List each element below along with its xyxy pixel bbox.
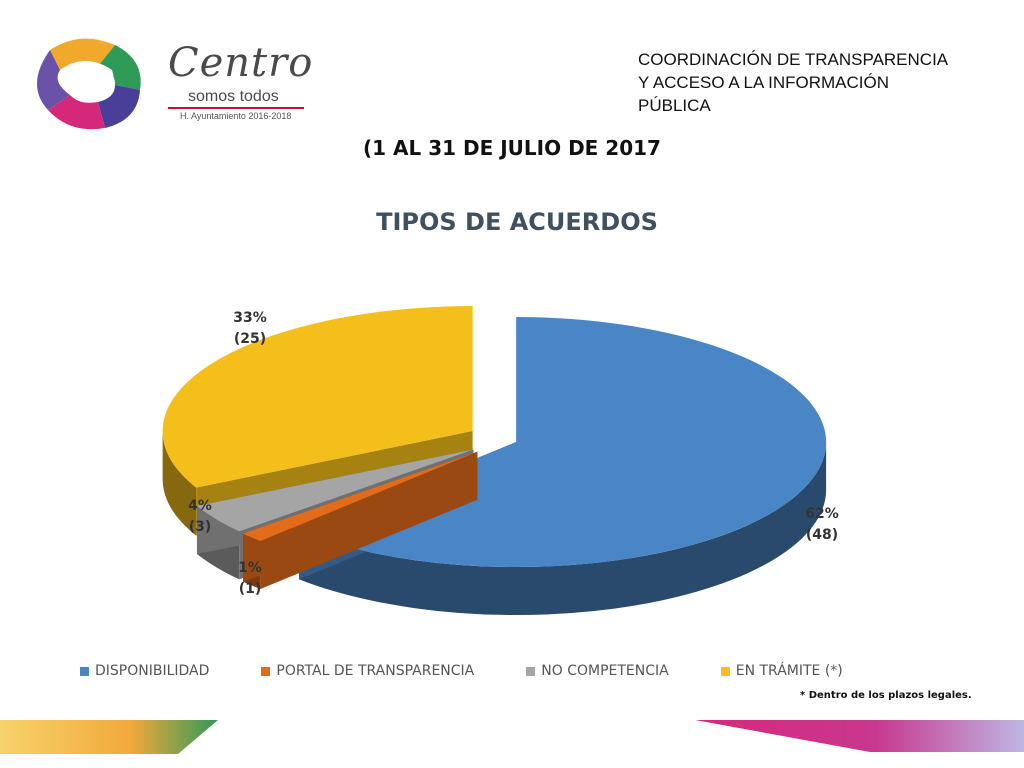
data-label-count: (3) (189, 519, 212, 535)
brand-tagline: somos todos (188, 88, 279, 105)
data-label-count: (25) (234, 331, 266, 347)
pie-slice-top (243, 451, 478, 542)
brand-divider (168, 107, 304, 109)
centro-emblem-icon (36, 38, 141, 130)
legend-label: EN TRÁMITE (*) (735, 663, 843, 679)
data-label-percent: 1% (238, 560, 262, 576)
footer-band-left (0, 720, 218, 754)
footer-band-right (695, 720, 1024, 752)
data-label-percent: 62% (805, 506, 839, 522)
brand-subtitle: H. Ayuntamiento 2016-2018 (180, 111, 292, 121)
pie-slice-portal-de-transparencia (243, 451, 478, 590)
pie-slice-top (196, 449, 474, 532)
data-label-percent: 4% (188, 498, 212, 514)
footnote: * Dentro de los plazos legales. (800, 690, 972, 701)
legend-label: DISPONIBILIDAD (95, 663, 210, 679)
organization-line-3: PÚBLICA (638, 96, 711, 115)
organization-line-2: Y ACCESO A LA INFORMACIÓN (638, 73, 889, 92)
legend-swatch (526, 666, 536, 676)
brand-name: Centro (168, 40, 314, 86)
data-label-count: (1) (239, 581, 262, 597)
legend-item-portal: PORTAL DE TRANSPARENCIA (261, 663, 474, 679)
legend-item-no-competencia: NO COMPETENCIA (526, 663, 669, 679)
organization-line-1: COORDINACIÓN DE TRANSPARENCIA (638, 50, 949, 69)
report-period: (1 AL 31 DE JULIO DE 2017 (363, 136, 661, 160)
pie-chart: 62% (48) 1% (1) 4% (3) 33% (25) (162, 306, 839, 616)
chart-legend: DISPONIBILIDAD PORTAL DE TRANSPARENCIA N… (80, 663, 980, 679)
pie-slice-wall (243, 451, 478, 582)
legend-item-en-tramite: EN TRÁMITE (*) (720, 663, 843, 679)
legend-swatch (720, 666, 730, 676)
chart-title: TIPOS DE ACUERDOS (376, 208, 658, 236)
pie-slice-side (299, 442, 827, 616)
pie-slice-top (162, 306, 473, 488)
pie-slice-side (162, 431, 197, 536)
organization-name: COORDINACIÓN DE TRANSPARENCIA Y ACCESO A… (638, 48, 1008, 117)
legend-swatch (80, 666, 89, 676)
data-label-percent: 33% (233, 310, 267, 326)
legend-item-disponibilidad: DISPONIBILIDAD (80, 663, 209, 679)
footer-decoration (0, 720, 1024, 754)
legend-label: NO COMPETENCIA (541, 663, 669, 679)
legend-swatch (261, 666, 271, 676)
centro-logo: Centro somos todos H. Ayuntamiento 2016-… (20, 30, 320, 130)
legend-label: PORTAL DE TRANSPARENCIA (276, 663, 475, 679)
data-label-count: (48) (806, 527, 838, 543)
